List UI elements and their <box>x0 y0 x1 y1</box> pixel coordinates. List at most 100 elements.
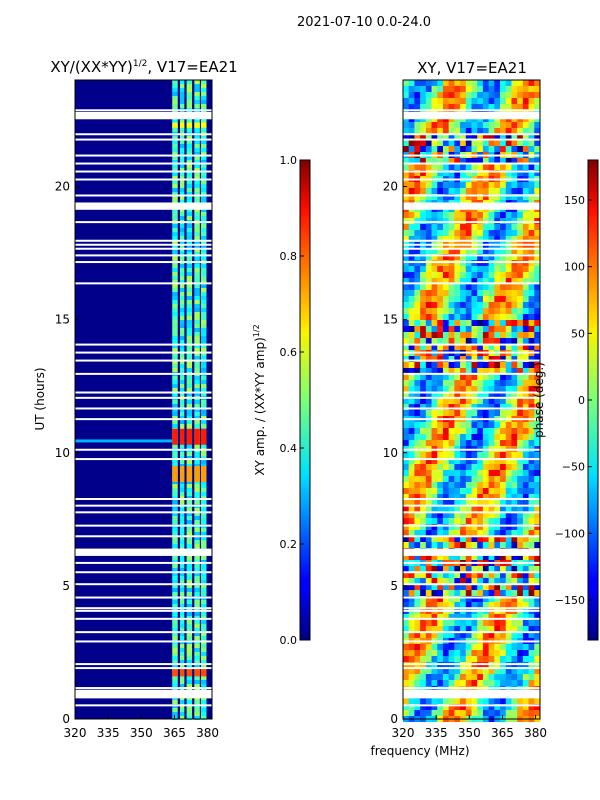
amp-heat-cell <box>179 288 185 292</box>
phase-heat-cell <box>442 404 449 410</box>
phase-heat-cell <box>408 332 415 338</box>
phase-x-axis: 320 335 350 365 380 <box>392 715 547 740</box>
flagged-interval <box>75 391 212 394</box>
phase-heat-cell <box>528 278 535 284</box>
phase-heat-cell <box>442 524 449 530</box>
phase-heat-cell <box>488 86 495 92</box>
phase-heat-cell <box>465 440 472 446</box>
phase-heat-cell <box>431 584 438 590</box>
amp-heat-cell <box>200 648 207 652</box>
phase-heat-cell <box>482 122 489 128</box>
phase-heat-cell <box>471 590 478 596</box>
phase-heat-cell <box>494 278 501 284</box>
phase-heat-cell <box>414 86 421 92</box>
amp-heat-cell <box>200 236 207 240</box>
amp-heat-cell <box>172 360 178 364</box>
phase-heat-cell <box>465 494 472 500</box>
phase-heat-cell <box>431 488 438 494</box>
phase-heat-cell <box>482 710 489 716</box>
phase-heat-cell <box>528 332 535 338</box>
phase-heat-cell <box>414 398 421 404</box>
phase-heat-cell <box>477 134 484 140</box>
phase-heat-cell <box>488 278 495 284</box>
phase-heat-cell <box>511 452 518 458</box>
phase-heat-cell <box>488 410 495 416</box>
amp-heat-cell <box>172 284 178 288</box>
phase-heat-cell <box>534 362 541 368</box>
amp-heat-cell <box>179 456 185 460</box>
phase-heat-cell <box>528 302 535 308</box>
amp-heat-cell <box>172 200 178 204</box>
amp-heat-cell <box>200 580 207 584</box>
phase-heat-cell <box>511 524 518 530</box>
phase-heat-cell <box>420 374 427 380</box>
phase-heat-cell <box>403 542 410 548</box>
amp-heat-cell <box>186 544 193 548</box>
phase-heat-cell <box>522 422 529 428</box>
phase-heat-cell <box>408 512 415 518</box>
amp-plot-area <box>74 79 213 720</box>
phase-heat-cell <box>482 626 489 632</box>
flagged-interval <box>403 372 540 375</box>
flagged-interval <box>403 617 540 620</box>
phase-heat-cell <box>477 104 484 110</box>
phase-heat-cell <box>454 320 461 326</box>
phase-heat-cell <box>460 170 467 176</box>
phase-heat-cell <box>471 584 478 590</box>
phase-heat-cell <box>511 440 518 446</box>
phase-heat-cell <box>454 80 461 86</box>
phase-heat-cell <box>494 212 501 218</box>
phase-heat-cell <box>448 122 455 128</box>
flagged-interval <box>75 458 212 461</box>
amp-heat-cell <box>172 604 178 608</box>
flagged-interval <box>403 239 540 242</box>
flagged-interval <box>75 194 212 197</box>
phase-heat-cell <box>494 146 501 152</box>
phase-heat-cell <box>403 632 410 638</box>
amp-heat-cell <box>75 439 173 443</box>
phase-heat-cell <box>437 218 444 224</box>
phase-heat-cell <box>522 254 529 260</box>
phase-heat-cell <box>448 302 455 308</box>
phase-heat-cell <box>448 92 455 98</box>
phase-heat-cell <box>471 470 478 476</box>
phase-heat-cell <box>437 362 444 368</box>
phase-heat-cell <box>505 470 512 476</box>
phase-heat-cell <box>500 92 507 98</box>
phase-heat-cell <box>528 458 535 464</box>
phase-heat-cell <box>522 632 529 638</box>
phase-heat-cell <box>454 434 461 440</box>
amp-heat-cell <box>172 716 178 720</box>
phase-heat-cell <box>477 392 484 398</box>
amp-heat-cell <box>186 292 193 296</box>
phase-heat-cell <box>403 170 410 176</box>
amp-heat-cell <box>172 384 178 388</box>
amp-heat-cell <box>179 508 185 512</box>
amp-heat-cell <box>200 196 207 200</box>
phase-heat-cell <box>448 164 455 170</box>
phase-heat-cell <box>488 386 495 392</box>
amp-xtick-label: 350 <box>130 726 153 740</box>
amp-heat-cell <box>186 240 193 244</box>
phase-heat-cell <box>534 650 541 656</box>
phase-heat-cell <box>454 410 461 416</box>
phase-heat-cell <box>454 704 461 710</box>
phase-heat-cell <box>488 134 495 140</box>
phase-heat-cell <box>500 470 507 476</box>
amp-heat-cell <box>194 388 200 392</box>
phase-heat-cell <box>431 266 438 272</box>
amp-heat-cell <box>186 172 193 176</box>
phase-heat-cell <box>477 428 484 434</box>
amp-heat-cell <box>200 466 207 483</box>
phase-heat-cell <box>460 578 467 584</box>
phase-heat-cell <box>437 500 444 506</box>
phase-heat-cell <box>511 602 518 608</box>
phase-heat-cell <box>534 302 541 308</box>
phase-heat-cell <box>460 392 467 398</box>
phase-heat-cell <box>465 602 472 608</box>
phase-heat-cell <box>511 362 518 368</box>
phase-heat-cell <box>488 398 495 404</box>
amp-heat-cell <box>200 452 207 456</box>
phase-heat-cell <box>414 122 421 128</box>
phase-heat-cell <box>420 566 427 572</box>
